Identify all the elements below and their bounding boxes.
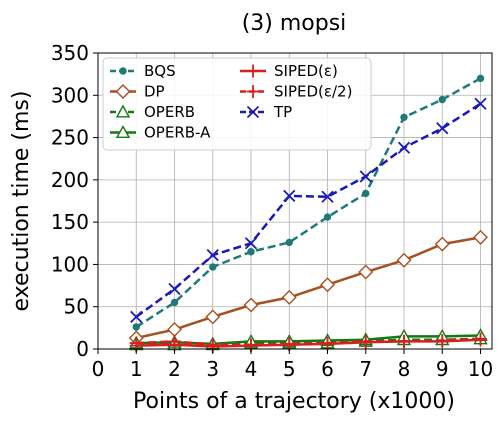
series-siped-2-	[129, 332, 488, 352]
data-point	[321, 190, 334, 203]
legend-marker	[115, 104, 131, 118]
data-point	[359, 334, 373, 348]
data-point	[436, 122, 449, 135]
y-tick-label: 50	[64, 295, 89, 319]
y-tick-label: 300	[51, 83, 89, 107]
legend: BQS DP OPERB OPERB-A SIPED(ε) SIPED(ε/2) TP	[102, 57, 372, 151]
series-line	[136, 337, 481, 347]
data-point	[358, 264, 374, 280]
data-point	[321, 336, 335, 350]
data-point	[170, 298, 179, 307]
data-point	[474, 332, 488, 346]
series-dp	[128, 229, 489, 346]
data-point	[168, 282, 181, 296]
series-line	[135, 77, 482, 329]
data-point	[209, 263, 217, 271]
legend-label: SIPED(ε/2)	[274, 83, 352, 101]
y-tick-label: 0	[76, 337, 89, 361]
x-tick-label: 7	[359, 357, 372, 381]
data-point	[283, 189, 296, 203]
data-point	[362, 189, 370, 198]
series-line	[136, 334, 481, 346]
data-point	[396, 252, 412, 268]
data-point	[397, 334, 411, 348]
data-point	[168, 334, 182, 348]
x-tick-label: 9	[436, 357, 449, 381]
x-tick-label: 10	[468, 357, 493, 381]
legend-marker	[119, 67, 127, 75]
data-point	[243, 297, 259, 313]
legend-label: DP	[144, 83, 165, 101]
data-point	[320, 277, 336, 293]
series-bqs	[132, 74, 485, 331]
data-point	[285, 238, 293, 247]
x-tick-label: 4	[245, 357, 258, 381]
legend-marker	[115, 84, 131, 99]
legend-item: TP	[240, 103, 292, 121]
data-point	[473, 229, 489, 245]
legend-marker	[246, 85, 260, 98]
plot-frame	[97, 52, 493, 350]
chart-title: (3) mopsi	[242, 11, 347, 36]
series-line	[135, 102, 482, 318]
data-point	[476, 74, 485, 83]
series-line	[135, 236, 481, 340]
data-point	[247, 248, 255, 256]
legend-box	[102, 57, 372, 151]
legend-label: SIPED(ε)	[274, 62, 338, 80]
data-point	[244, 237, 258, 250]
legend-marker	[246, 105, 260, 119]
data-point	[323, 213, 332, 221]
x-tick-label: 0	[92, 357, 105, 381]
data-point	[359, 170, 372, 183]
data-point	[438, 95, 446, 104]
legend-item: OPERB-A	[110, 124, 211, 142]
legend-label: OPERB	[144, 103, 195, 121]
x-tick-label: 1	[130, 357, 143, 381]
data-point	[434, 236, 450, 252]
x-tick-label: 3	[206, 357, 219, 381]
data-point	[282, 337, 296, 351]
data-point	[167, 322, 182, 338]
x-tick-label: 8	[398, 357, 411, 381]
legend-label: OPERB-A	[144, 124, 211, 142]
y-axis-label: execution time (ms)	[9, 91, 34, 312]
x-tick-label: 2	[168, 357, 181, 381]
x-axis-label: Points of a trajectory (x1000)	[133, 389, 455, 414]
y-tick-label: 100	[51, 252, 89, 276]
data-point	[474, 97, 487, 110]
data-point	[130, 310, 143, 323]
y-tick-label: 350	[51, 41, 89, 65]
x-tick-label: 6	[321, 357, 334, 381]
y-tick-label: 150	[51, 210, 89, 234]
series-tp	[130, 97, 487, 323]
legend-item: DP	[110, 83, 165, 101]
data-point	[129, 336, 143, 350]
legend-label: BQS	[144, 62, 176, 80]
legend-item: BQS	[110, 62, 176, 80]
legend-marker	[246, 64, 260, 78]
legend-label: TP	[273, 103, 292, 121]
legend-item: OPERB	[110, 103, 195, 121]
legend-marker	[115, 125, 131, 139]
data-point	[206, 248, 219, 262]
data-point	[281, 289, 297, 305]
data-point	[132, 323, 140, 331]
data-point	[400, 113, 408, 121]
y-tick-label: 200	[51, 168, 89, 192]
data-point	[397, 141, 411, 154]
data-point	[435, 334, 449, 348]
y-tick-label: 250	[51, 126, 89, 150]
x-tick-label: 5	[283, 357, 296, 381]
data-point	[205, 309, 221, 325]
legend-item: SIPED(ε)	[240, 62, 338, 80]
legend-item: SIPED(ε/2)	[240, 83, 352, 101]
